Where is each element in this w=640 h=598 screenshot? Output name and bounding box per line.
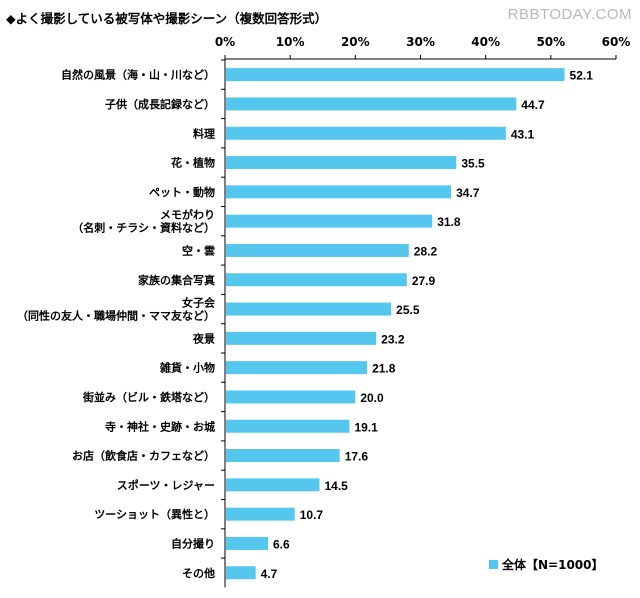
value-label: 20.0 [360, 391, 384, 405]
bar [226, 536, 269, 550]
bar [226, 126, 506, 140]
category-label: お店（飲食店・カフェなど） [72, 449, 215, 463]
category-label: 空・雲 [182, 243, 215, 257]
value-label: 14.5 [324, 479, 348, 493]
legend-label: 全体【N=1000】 [501, 557, 604, 572]
value-label: 35.5 [461, 157, 485, 171]
category-label: メモがわり [160, 208, 215, 222]
category-label: （同性の友人・職場仲間・ママ友など） [17, 309, 215, 323]
category-label: 街並み（ビル・鉄塔など） [82, 390, 215, 404]
value-label: 6.6 [273, 537, 290, 551]
x-tick-label: 60% [602, 35, 631, 49]
bar [226, 243, 409, 257]
value-label: 23.2 [381, 332, 405, 346]
value-label: 31.8 [437, 215, 461, 229]
category-label: 雑貨・小物 [159, 361, 215, 375]
x-tick-label: 40% [471, 35, 500, 49]
value-label: 21.8 [372, 362, 396, 376]
value-label: 19.1 [354, 420, 378, 434]
category-label: 自分撮り [171, 536, 215, 550]
bar [226, 214, 433, 228]
watermark: RBBTODAY.COM [507, 6, 632, 23]
bar [226, 507, 295, 521]
category-label: ツーショット（異性と） [94, 507, 215, 521]
x-tick-label: 30% [406, 35, 435, 49]
bar [226, 331, 377, 345]
legend-swatch [489, 560, 498, 569]
bar [226, 449, 340, 463]
value-label: 25.5 [396, 303, 420, 317]
category-label: 寺・神社・史跡・お城 [105, 419, 215, 433]
x-tick-label: 20% [341, 35, 370, 49]
bar [226, 185, 452, 199]
value-label: 34.7 [456, 186, 480, 200]
category-label: 家族の集合写真 [138, 273, 215, 287]
bar [226, 273, 407, 287]
category-label: 料理 [193, 126, 215, 140]
category-label: 女子会 [182, 296, 216, 310]
x-tick-label: 50% [536, 35, 565, 49]
bar [226, 419, 350, 433]
bar [226, 68, 565, 82]
bar [226, 156, 457, 170]
value-label: 10.7 [300, 508, 324, 522]
value-label: 44.7 [521, 98, 545, 112]
category-label: 子供（成長記録など） [105, 97, 215, 111]
value-label: 28.2 [414, 244, 438, 258]
category-label: 花・植物 [171, 156, 215, 170]
bar [226, 390, 356, 404]
category-label: その他 [182, 566, 215, 580]
category-label: スポーツ・レジャー [117, 478, 215, 492]
value-label: 4.7 [261, 567, 278, 581]
value-label: 52.1 [570, 69, 594, 83]
category-label: 自然の風景（海・山・川など） [61, 68, 215, 82]
chart-title: ◆よく撮影している被写体や撮影シーン（複数回答形式） [6, 11, 328, 26]
bar [226, 97, 517, 111]
x-tick-label: 10% [276, 35, 305, 49]
x-tick-label: 0% [215, 35, 235, 49]
category-label: ペット・動物 [149, 185, 215, 199]
value-label: 43.1 [511, 127, 535, 141]
value-label: 27.9 [412, 274, 436, 288]
bar [226, 478, 320, 492]
category-label: （名刺・チラシ・資料など） [72, 221, 215, 235]
value-label: 17.6 [345, 450, 369, 464]
bar [226, 302, 392, 316]
bar [226, 566, 256, 580]
category-label: 夜景 [192, 331, 215, 345]
bar [226, 361, 368, 375]
